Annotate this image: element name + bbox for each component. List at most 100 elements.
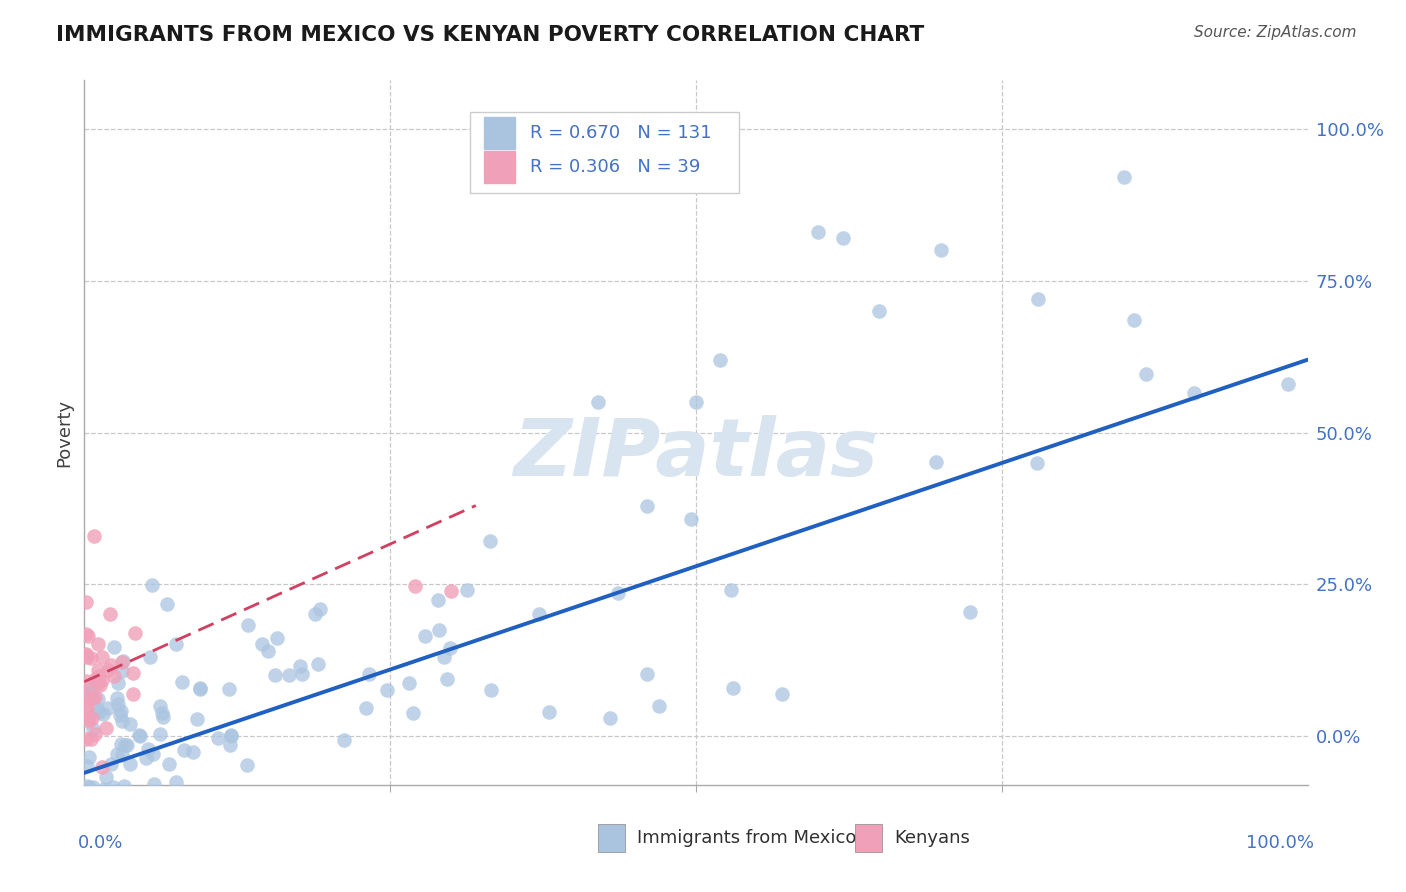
Point — [111, 714, 134, 729]
Point — [959, 605, 981, 619]
Point — [136, 742, 159, 756]
Point — [679, 512, 702, 526]
Point — [86, 677, 108, 691]
Point — [118, 756, 141, 771]
Point — [440, 583, 463, 598]
Point — [75, 674, 97, 689]
Point — [636, 666, 658, 681]
Point — [89, 817, 111, 831]
Point — [426, 593, 449, 607]
Point — [427, 623, 450, 637]
Point — [433, 649, 456, 664]
Point — [82, 780, 104, 794]
Point — [110, 821, 132, 835]
Point — [80, 731, 103, 746]
Point — [166, 817, 188, 831]
Point — [76, 650, 98, 665]
Point — [87, 668, 110, 682]
Text: ZIPatlas: ZIPatlas — [513, 415, 879, 492]
Point — [112, 794, 135, 808]
Point — [96, 770, 118, 784]
Point — [648, 698, 671, 713]
Point — [77, 681, 100, 696]
Point — [118, 716, 141, 731]
Point — [163, 814, 186, 829]
Point — [1277, 377, 1299, 392]
Point — [76, 647, 98, 661]
Point — [77, 749, 100, 764]
Point — [76, 759, 98, 773]
Point — [76, 779, 98, 793]
Point — [75, 595, 97, 609]
Point — [82, 722, 104, 736]
Point — [80, 691, 103, 706]
Point — [143, 821, 166, 835]
Point — [307, 657, 329, 672]
Point — [219, 728, 242, 742]
Point — [1123, 313, 1146, 327]
Point — [288, 659, 311, 673]
Point — [77, 714, 100, 729]
Point — [166, 775, 188, 789]
Point — [479, 682, 502, 697]
Text: 100.0%: 100.0% — [1246, 834, 1313, 852]
Text: 0.0%: 0.0% — [79, 834, 124, 852]
Point — [90, 801, 112, 815]
Point — [538, 705, 561, 719]
Point — [84, 821, 107, 835]
Point — [155, 788, 177, 802]
Point — [76, 821, 98, 835]
Point — [89, 678, 111, 692]
Point — [831, 231, 853, 245]
Point — [149, 727, 172, 741]
Point — [157, 756, 180, 771]
Point — [720, 582, 742, 597]
Point — [436, 672, 458, 686]
Point — [1182, 385, 1205, 400]
Point — [96, 821, 118, 835]
Point — [110, 737, 132, 751]
FancyBboxPatch shape — [598, 823, 626, 852]
Point — [93, 782, 115, 797]
Point — [103, 669, 125, 683]
Point — [266, 631, 288, 645]
FancyBboxPatch shape — [855, 823, 882, 852]
Point — [118, 786, 141, 800]
Point — [124, 626, 146, 640]
Point — [111, 664, 134, 678]
Point — [76, 699, 98, 714]
Point — [529, 607, 551, 621]
Point — [114, 738, 136, 752]
Point — [94, 821, 117, 835]
Point — [86, 702, 108, 716]
Point — [413, 629, 436, 643]
Point — [263, 668, 285, 682]
Point — [114, 805, 136, 819]
Point — [75, 627, 97, 641]
Point — [709, 352, 731, 367]
Point — [165, 637, 187, 651]
Point — [479, 533, 502, 548]
Point — [128, 728, 150, 742]
Point — [807, 225, 830, 239]
Point — [256, 643, 278, 657]
Point — [125, 821, 148, 835]
Point — [606, 586, 628, 600]
Point — [375, 683, 398, 698]
Point — [129, 729, 152, 743]
Point — [118, 821, 141, 835]
Point — [439, 641, 461, 656]
Point — [112, 779, 135, 793]
Point — [111, 656, 134, 670]
Point — [111, 654, 134, 668]
Point — [925, 454, 948, 468]
Point — [90, 673, 112, 687]
Point — [135, 750, 157, 764]
Point — [160, 820, 183, 834]
Point — [100, 607, 122, 622]
Point — [636, 499, 658, 513]
Point — [1025, 456, 1047, 470]
Point — [188, 682, 211, 697]
Text: IMMIGRANTS FROM MEXICO VS KENYAN POVERTY CORRELATION CHART: IMMIGRANTS FROM MEXICO VS KENYAN POVERTY… — [56, 25, 925, 45]
Point — [107, 676, 129, 690]
